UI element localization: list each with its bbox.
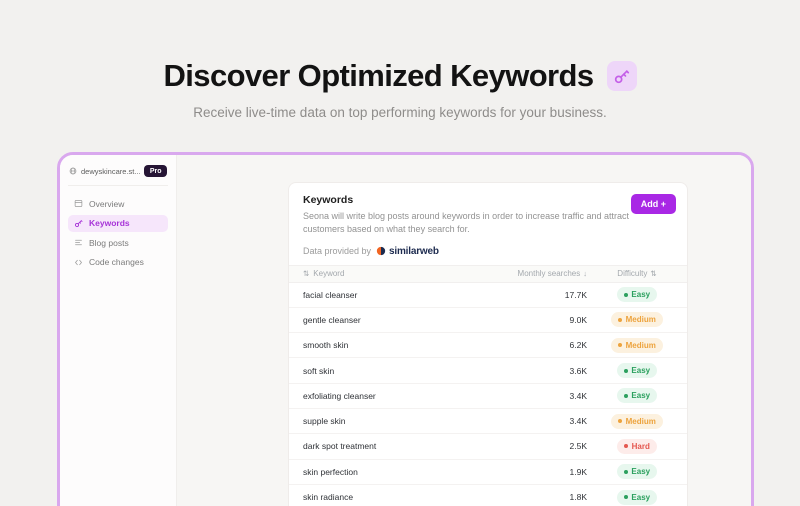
code-icon: [74, 258, 83, 267]
status-dot-icon: [623, 469, 628, 474]
site-name: dewyskincare.st...: [81, 166, 141, 176]
sidebar-item-keywords[interactable]: Keywords: [68, 214, 168, 232]
difficulty-badge: Medium: [611, 337, 663, 353]
table-row[interactable]: soft skin 3.6K Easy: [289, 358, 687, 384]
table-row[interactable]: smooth skin 6.2K Medium: [289, 333, 687, 359]
status-dot-icon: [623, 495, 628, 500]
globe-icon: [69, 167, 77, 175]
page-subtitle: Receive live-time data on top performing…: [193, 105, 607, 120]
sidebar-nav: Overview Keywords: [68, 195, 168, 271]
column-label: Difficulty: [617, 269, 648, 279]
main-content: Add + Keywords Seona will write blog pos…: [177, 155, 751, 506]
status-dot-icon: [623, 393, 628, 398]
monthly-searches-cell: 9.0K: [569, 314, 588, 325]
status-dot-icon: [623, 368, 628, 373]
sidebar-item-overview[interactable]: Overview: [68, 195, 168, 212]
column-header-keyword[interactable]: ⇅ Keyword: [303, 269, 495, 278]
similarweb-logo: similarweb: [376, 246, 439, 257]
monthly-searches-cell: 2.5K: [569, 441, 588, 452]
monthly-searches-cell: 17.7K: [564, 289, 587, 300]
keyword-cell: skin radiance: [303, 492, 354, 503]
table-row[interactable]: supple skin 3.4K Medium: [289, 409, 687, 435]
monthly-searches-cell: 3.6K: [569, 365, 588, 376]
monthly-searches-cell: 3.4K: [569, 390, 588, 401]
app-preview-card: dewyskincare.st... Pro Overview: [57, 152, 754, 506]
key-icon: [606, 61, 637, 91]
table-row[interactable]: gentle cleanser 9.0K Medium: [289, 308, 687, 334]
key-icon: [74, 219, 83, 228]
difficulty-badge: Easy: [616, 363, 658, 379]
difficulty-badge: Medium: [611, 413, 663, 429]
keyword-cell: facial cleanser: [303, 289, 358, 300]
table-row[interactable]: exfoliating cleanser 3.4K Easy: [289, 384, 687, 410]
column-header-difficulty[interactable]: Difficulty ⇅: [601, 269, 673, 278]
difficulty-badge: Medium: [611, 312, 663, 328]
panel-description: Seona will write blog posts around keywo…: [303, 211, 629, 234]
keyword-cell: soft skin: [303, 365, 335, 376]
status-dot-icon: [624, 444, 629, 449]
table-row[interactable]: facial cleanser 17.7K Easy: [289, 283, 687, 308]
sidebar-item-code-changes[interactable]: Code changes: [68, 254, 168, 271]
status-dot-icon: [618, 343, 623, 348]
pro-badge: Pro: [144, 165, 167, 177]
list-icon: [74, 238, 83, 247]
browser-window-icon: [74, 199, 83, 208]
status-dot-icon: [618, 317, 623, 322]
difficulty-badge: Easy: [616, 489, 658, 505]
data-provider-row: Data provided by similarweb: [303, 246, 673, 257]
provider-prefix-label: Data provided by: [303, 246, 372, 257]
sidebar-item-label: Blog posts: [89, 237, 129, 248]
difficulty-badge: Easy: [616, 464, 658, 480]
sort-icon: ⇅: [650, 269, 657, 279]
panel-title: Keywords: [303, 194, 354, 206]
sort-desc-icon: ↓: [583, 269, 587, 279]
add-keyword-button[interactable]: Add +: [630, 194, 676, 214]
table-header: ⇅ Keyword Monthly searches ↓ Difficulty …: [289, 264, 687, 283]
column-header-monthly-searches[interactable]: Monthly searches ↓: [495, 269, 587, 278]
sort-icon: ⇅: [303, 269, 310, 279]
table-row[interactable]: dark spot treatment 2.5K Hard: [289, 434, 687, 460]
keyword-cell: exfoliating cleanser: [303, 390, 376, 401]
keyword-cell: gentle cleanser: [303, 314, 361, 325]
similarweb-icon: [376, 246, 386, 256]
monthly-searches-cell: 6.2K: [569, 340, 588, 351]
table-row[interactable]: skin perfection 1.9K Easy: [289, 460, 687, 485]
difficulty-badge: Easy: [616, 388, 658, 404]
sidebar-item-blog-posts[interactable]: Blog posts: [68, 234, 168, 251]
table-row[interactable]: skin radiance 1.8K Easy: [289, 485, 687, 506]
monthly-searches-cell: 1.9K: [569, 466, 588, 477]
difficulty-badge: Easy: [616, 287, 658, 303]
page-title: Discover Optimized Keywords: [163, 58, 595, 93]
column-label: Keyword: [313, 269, 345, 279]
status-dot-icon: [623, 292, 628, 297]
keyword-cell: smooth skin: [303, 340, 349, 351]
keyword-cell: supple skin: [303, 416, 346, 427]
sidebar-item-label: Keywords: [89, 218, 130, 228]
keyword-cell: dark spot treatment: [303, 441, 377, 452]
sidebar-item-label: Overview: [89, 198, 125, 209]
status-dot-icon: [618, 419, 623, 424]
provider-name: similarweb: [389, 245, 439, 257]
column-label: Monthly searches: [517, 269, 581, 279]
sidebar-item-label: Code changes: [89, 257, 144, 267]
sidebar: dewyskincare.st... Pro Overview: [60, 155, 177, 506]
hero-section: Discover Optimized Keywords Receive live…: [0, 58, 800, 120]
keyword-cell: skin perfection: [303, 466, 358, 477]
keywords-panel: Add + Keywords Seona will write blog pos…: [288, 182, 688, 506]
difficulty-badge: Hard: [617, 438, 657, 454]
site-selector[interactable]: dewyskincare.st... Pro: [68, 163, 168, 186]
monthly-searches-cell: 3.4K: [569, 416, 588, 427]
monthly-searches-cell: 1.8K: [569, 492, 588, 503]
